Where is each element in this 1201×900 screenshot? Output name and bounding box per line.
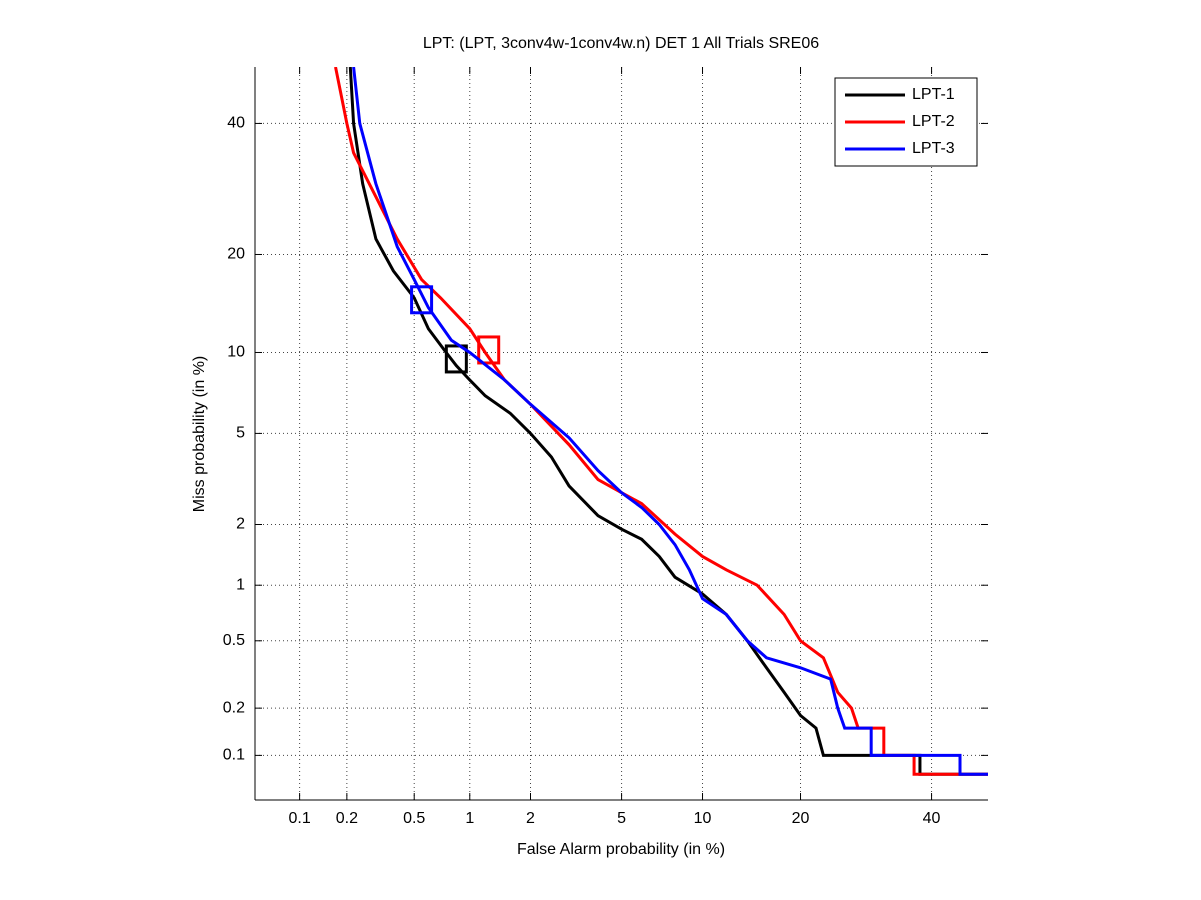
det-curve: [348, 67, 988, 776]
x-tick-label: 0.1: [288, 810, 310, 827]
y-tick-label: 1: [236, 576, 245, 593]
det-curve: [352, 67, 988, 776]
y-tick-label: 40: [227, 115, 245, 132]
x-tick-label: 20: [792, 810, 810, 827]
x-tick-label: 0.2: [336, 810, 358, 827]
y-tick-label: 0.5: [223, 632, 245, 649]
y-tick-label: 2: [236, 516, 245, 533]
chart-title: LPT: (LPT, 3conv4w-1conv4w.n) DET 1 All …: [423, 35, 819, 52]
y-tick-label: 0.2: [223, 699, 245, 716]
x-tick-label: 5: [617, 810, 626, 827]
y-axis-label: Miss probability (in %): [191, 356, 208, 512]
min-dcf-marker: [410, 285, 434, 315]
y-tick-label: 20: [227, 246, 245, 263]
y-tick-label: 10: [227, 344, 245, 361]
min-dcf-marker: [444, 344, 468, 374]
legend-label: LPT-1: [912, 86, 955, 103]
legend-label: LPT-2: [912, 113, 955, 130]
legend-label: LPT-3: [912, 140, 955, 157]
x-axis-label: False Alarm probability (in %): [517, 841, 725, 858]
x-tick-label: 1: [465, 810, 474, 827]
y-tick-label: 0.1: [223, 747, 245, 764]
x-tick-label: 0.5: [403, 810, 425, 827]
x-tick-label: 2: [526, 810, 535, 827]
x-tick-label: 40: [923, 810, 941, 827]
min-dcf-marker: [477, 335, 501, 365]
x-tick-label: 10: [694, 810, 712, 827]
y-tick-label: 5: [236, 425, 245, 442]
